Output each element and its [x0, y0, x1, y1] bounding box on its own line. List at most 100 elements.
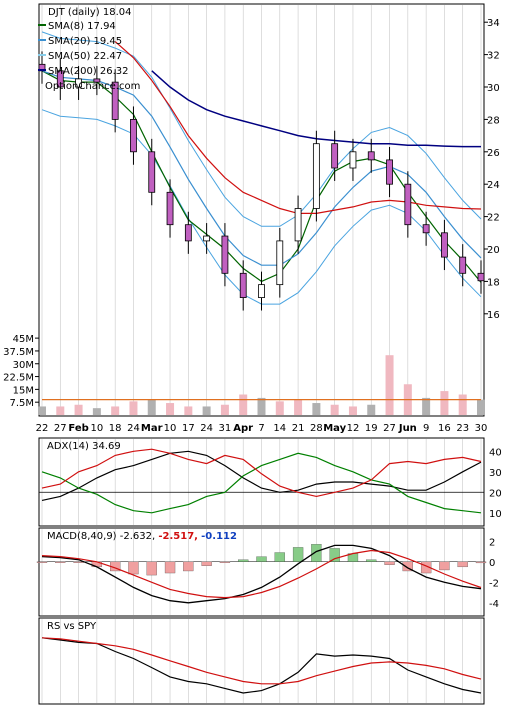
- candle-body: [148, 151, 156, 193]
- volume-bar: [294, 399, 303, 415]
- macd-histogram-bar: [201, 561, 212, 566]
- candle-body: [459, 256, 467, 274]
- x-tick-label: 14: [273, 423, 286, 434]
- legend-sma20: SMA(20) 19.45: [48, 36, 122, 47]
- minus-di-line: [41, 448, 482, 498]
- volume-bar: [56, 406, 65, 415]
- volume-bar: [166, 403, 175, 415]
- candle-body: [221, 235, 229, 274]
- price-tick-label: 20: [487, 245, 500, 256]
- macd-value: MACD(8,40,9) -2.632,: [47, 531, 155, 542]
- watermark: OptionChance.com: [45, 81, 140, 92]
- x-tick-label: 22: [36, 423, 49, 434]
- x-tick-label: 31: [219, 423, 232, 434]
- adx-panel-frame: [38, 437, 485, 527]
- price-tick-label: 16: [487, 310, 500, 321]
- rs-ma-line: [41, 637, 482, 685]
- candle-body: [441, 232, 448, 258]
- price-title: DJT (daily) 18.04: [48, 7, 132, 18]
- candle-body: [276, 240, 284, 286]
- candle-body: [312, 143, 320, 209]
- volume-bar: [147, 399, 156, 415]
- macd-histogram-bar: [329, 548, 340, 562]
- x-tick-label: Jun: [398, 423, 417, 434]
- x-tick-label: 23: [456, 423, 469, 434]
- rs-line: [41, 637, 482, 694]
- candle-body: [184, 224, 192, 242]
- adx-tick-label: 20: [489, 488, 502, 499]
- macd-histogram-bar: [164, 561, 176, 574]
- macd-hist-value: -0.112: [201, 531, 237, 542]
- macd-histogram-bar: [128, 561, 139, 575]
- volume-bar: [422, 397, 431, 415]
- macd-panel-frame: [38, 527, 485, 617]
- x-tick-label: 27: [54, 423, 67, 434]
- x-tick-label: 24: [127, 423, 140, 434]
- macd-histogram-bar: [311, 544, 322, 562]
- volume-bar: [129, 401, 138, 415]
- macd-histogram-bar: [384, 561, 395, 565]
- x-tick-label: 21: [292, 423, 305, 434]
- x-tick-label: 27: [383, 423, 396, 434]
- candle-body: [477, 272, 485, 282]
- x-tick-label: 24: [200, 423, 213, 434]
- macd-histogram-bar: [219, 561, 231, 563]
- candle-body: [166, 191, 174, 226]
- candle-body: [367, 151, 375, 161]
- price-tick-label: 26: [487, 148, 500, 159]
- adx-title: ADX(14) 34.69: [47, 441, 121, 452]
- macd-histogram-bar: [292, 547, 304, 562]
- candle-body: [331, 143, 339, 169]
- x-tick-label: 30: [475, 423, 488, 434]
- volume-bar: [367, 404, 376, 415]
- x-tick-label: 19: [365, 423, 378, 434]
- macd-tick-label: -2: [489, 578, 499, 589]
- axis-labels: 22 27 Feb 10 18 24 Mar 10 17 24 31 Apr 7 14 21 28 May 12 1…: [3, 18, 502, 610]
- macd-histogram-bar: [73, 561, 84, 563]
- chart-marks: [36, 31, 487, 694]
- legend-sma8: SMA(8) 17.94: [48, 21, 116, 32]
- legend-sma200: SMA(200) 26.32: [48, 66, 129, 77]
- volume-tick-label: 22.5M: [3, 373, 34, 384]
- macd-tick-label: 2: [489, 537, 495, 548]
- x-tick-label: 9: [423, 423, 429, 434]
- x-tick-label: 12: [347, 423, 360, 434]
- volume-bar: [458, 394, 467, 415]
- volume-bar: [440, 391, 449, 415]
- macd-histogram-bar: [55, 561, 66, 563]
- macd-histogram-bar: [439, 561, 450, 571]
- candle-body: [111, 81, 119, 120]
- volume-bar: [220, 404, 229, 415]
- macd-histogram-bar: [457, 561, 468, 568]
- volume-bar: [385, 355, 394, 415]
- volume-bar: [257, 397, 266, 415]
- macd-signal-value: -2.517,: [158, 531, 198, 542]
- macd-histogram-bar: [183, 561, 194, 572]
- candle-body: [294, 208, 302, 242]
- volume-bar: [312, 403, 321, 415]
- x-tick-label: 28: [310, 423, 323, 434]
- price-tick-label: 28: [487, 115, 500, 126]
- macd-histogram-bar: [475, 561, 487, 564]
- macd-line: [41, 544, 482, 604]
- x-tick-label: 17: [182, 423, 195, 434]
- macd-histogram-bar: [36, 561, 48, 563]
- candle-body: [130, 119, 137, 153]
- x-tick-label: Feb: [68, 423, 88, 434]
- candle-body: [258, 284, 265, 299]
- macd-tick-label: 0: [489, 558, 495, 569]
- macd-histogram-bar: [256, 556, 267, 562]
- candle-body: [75, 78, 82, 88]
- volume-bar: [202, 406, 211, 415]
- rs-title: RS vs SPY: [47, 621, 97, 632]
- price-tick-label: 34: [487, 18, 500, 29]
- candle-body: [203, 235, 211, 242]
- price-panel-frame: [38, 3, 485, 417]
- volume-bar: [239, 394, 248, 415]
- x-tick-label: Mar: [141, 423, 163, 434]
- bollinger-upper: [41, 31, 482, 227]
- volume-bar: [74, 404, 83, 415]
- price-tick-label: 24: [487, 180, 500, 191]
- volume-bar: [477, 399, 485, 415]
